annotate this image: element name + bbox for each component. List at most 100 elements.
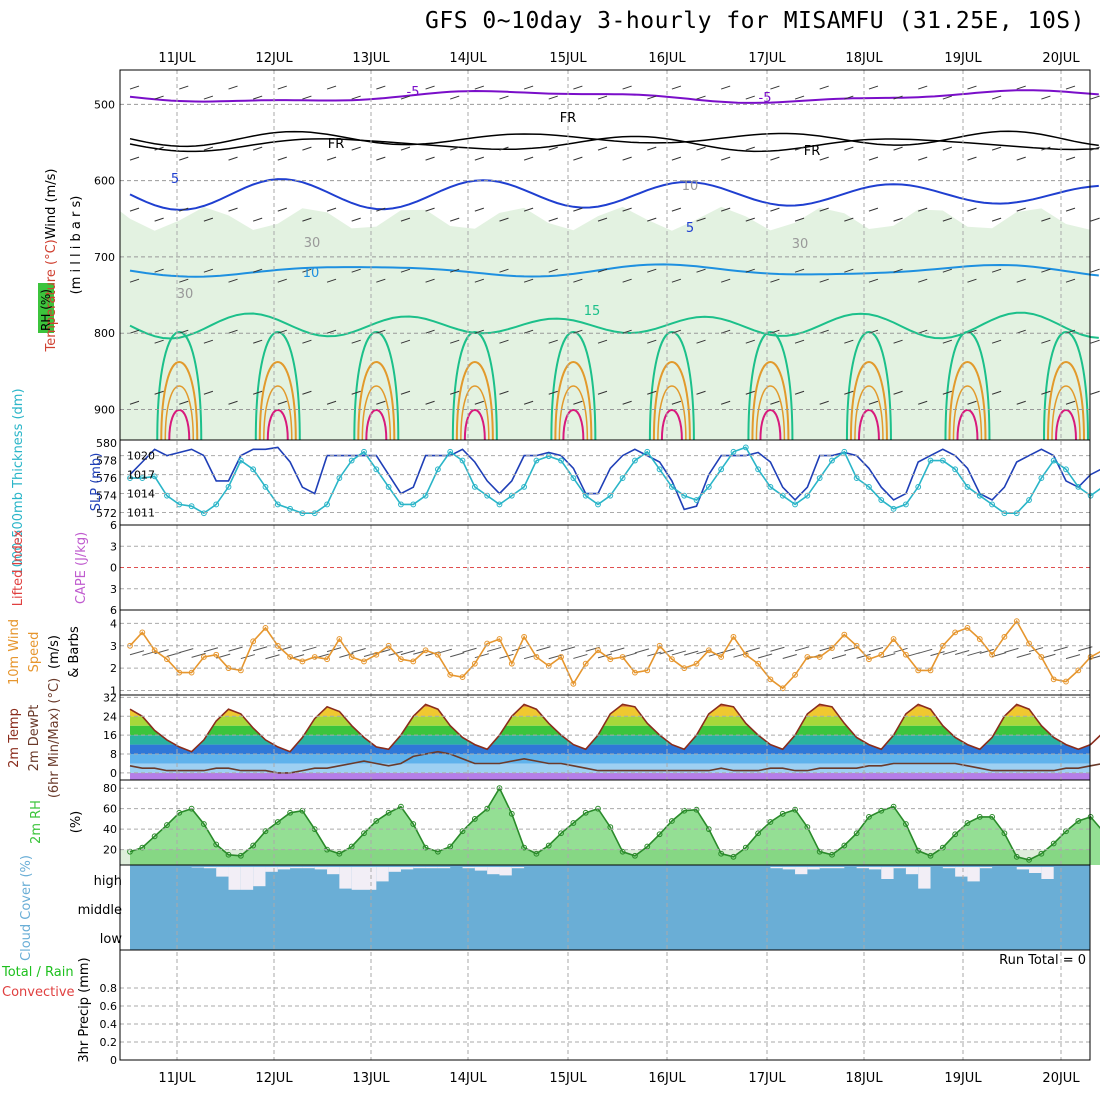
rh-line-point (1001, 830, 1008, 837)
thickness-tick: 578 (96, 455, 117, 468)
wind-barb (597, 95, 608, 100)
wind-barb (523, 278, 534, 283)
surface-wind-barb (1053, 646, 1068, 652)
wind-barb (770, 400, 780, 405)
thickness-line-point (496, 501, 503, 508)
wind-speed-line-point (890, 636, 897, 642)
thickness-line-point (890, 505, 897, 512)
surface-wind-barb (684, 650, 699, 656)
contour-label: 30 (177, 287, 194, 302)
wind-barb (967, 156, 977, 161)
wind-speed-line-point (976, 636, 983, 642)
rh-line-point (1026, 856, 1032, 863)
temperature-contour (361, 385, 392, 441)
rh-line-point (422, 844, 429, 851)
rh-line-point (779, 810, 786, 817)
thickness-line-point (361, 448, 367, 455)
wind-barb (991, 339, 1002, 344)
wind-barb (819, 85, 829, 90)
temperature-contour (455, 361, 494, 441)
wind-barb (326, 329, 337, 334)
wind-barb (1065, 85, 1076, 90)
wind-barb (400, 95, 411, 100)
wind-barb (770, 278, 780, 283)
thickness-line-point (250, 466, 257, 473)
wind-barb (252, 146, 263, 151)
wind-barb (179, 278, 189, 283)
wind-barb (1090, 390, 1100, 395)
wind-barb (302, 217, 312, 222)
wind-barb (499, 268, 509, 273)
panel-data (120, 85, 1100, 890)
wind-barb (573, 207, 583, 212)
wind-speed-line-point (139, 629, 146, 636)
wind-barb (942, 146, 953, 151)
wind-barb (129, 156, 140, 161)
wind-barb (647, 339, 657, 344)
surface-wind-barb (437, 648, 453, 654)
bottom-date-label: 18JUL (845, 1071, 883, 1086)
wind-barb (252, 339, 263, 344)
wind-speed-line-point (200, 654, 207, 660)
wind-barb (228, 85, 238, 90)
bottom-date-label: 16JUL (648, 1071, 686, 1086)
upper-air-ylabel: Temperature (°C)Wind (m/s) (44, 169, 59, 353)
wind-barb (450, 339, 460, 344)
wind-barb (302, 390, 312, 395)
temp-ylabel-line: 2m Temp (7, 708, 22, 768)
wind-ylabel-line: (m/s) (47, 635, 62, 669)
wind-barb (647, 217, 657, 222)
wind-barb (893, 390, 903, 395)
ylabel-part: (°C) (44, 239, 59, 265)
wind-barb (597, 217, 608, 222)
high-cloud-gap (1041, 867, 1054, 879)
high-cloud-gap (942, 867, 956, 869)
temperature-contour (948, 361, 987, 441)
contour-label: FR (328, 137, 345, 152)
contour-label: 10 (303, 266, 320, 281)
thickness-line-point (237, 457, 244, 464)
thickness-line-point (952, 466, 959, 473)
wind-barb (819, 207, 829, 212)
precip-tick: 0 (110, 1054, 117, 1067)
slp-tick: 1017 (127, 469, 155, 482)
high-cloud-gap (918, 867, 931, 889)
rh-line-point (533, 850, 540, 857)
wind-barb (794, 339, 805, 344)
wind-barb (573, 400, 583, 405)
wind-barb (745, 146, 755, 151)
surface-wind-barb (1004, 647, 1019, 653)
rh-legend-swatch (38, 283, 54, 333)
thickness-line-point (434, 466, 441, 473)
panel-axes: 5006007008009005725745765785801011101410… (78, 69, 1091, 1067)
wind-barb (671, 278, 682, 283)
temp-band (130, 704, 1090, 707)
plus5-contour (129, 178, 1099, 211)
wind-barb (647, 268, 657, 273)
rh-line-point (225, 851, 232, 858)
wind-barb (326, 207, 337, 212)
precip-tick: 0.6 (100, 1000, 118, 1013)
wind-barb (647, 146, 657, 151)
top-date-label: 14JUL (449, 51, 487, 66)
wind-barb (474, 278, 485, 283)
temperature-contour (845, 331, 892, 441)
wind-speed-line-point (742, 651, 749, 658)
temperature-contour (652, 361, 691, 441)
high-cloud-gap (782, 867, 796, 870)
temperature-contour (353, 331, 400, 441)
wind-barb (1016, 400, 1026, 405)
surface-wind-barb (240, 654, 255, 660)
rh-line-point (545, 842, 552, 849)
minus5-contour (129, 89, 1099, 104)
thickness-line-point (1063, 466, 1069, 473)
wind-barb (794, 217, 805, 222)
wind-barb (942, 390, 953, 395)
wind-barb (154, 390, 164, 395)
surface-wind-barb (881, 653, 896, 659)
thickness-line-point (385, 483, 392, 490)
rh-line-point (558, 830, 564, 837)
wind-speed-line-point (324, 656, 330, 663)
wind-barb (844, 268, 854, 273)
temp-band (130, 706, 1090, 717)
